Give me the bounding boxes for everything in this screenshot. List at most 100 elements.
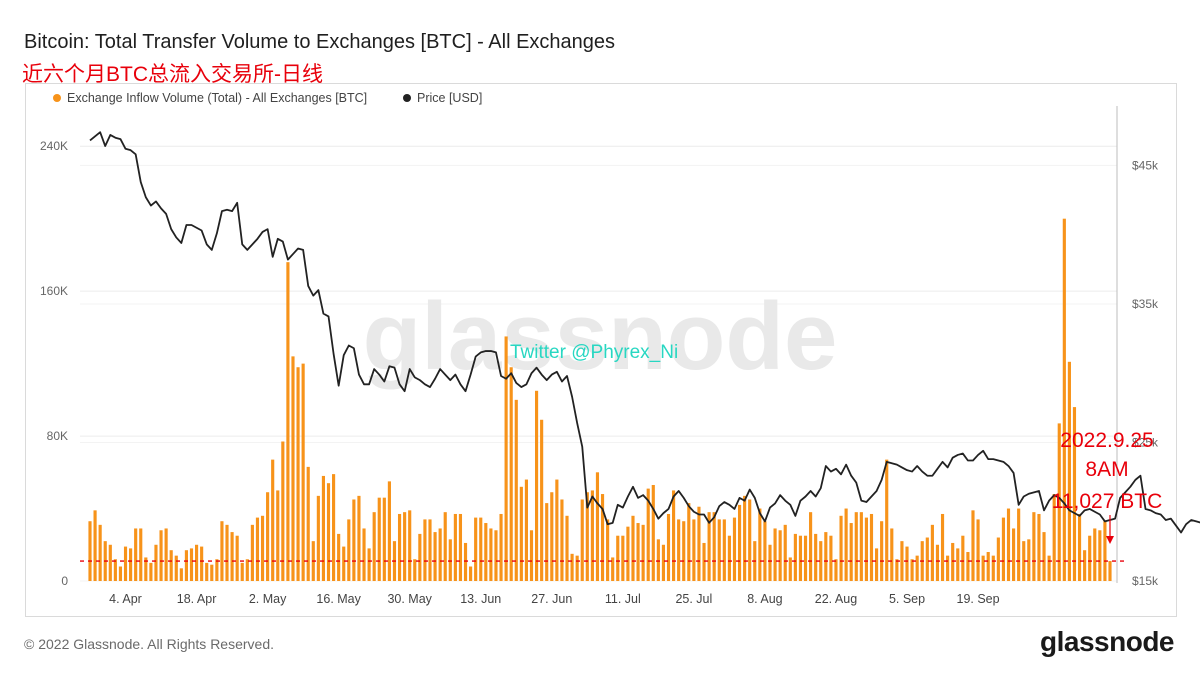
bar-inflow [900, 541, 904, 581]
bar-inflow [966, 552, 970, 581]
legend-item-price[interactable]: Price [USD] [403, 91, 482, 105]
bar-inflow [276, 490, 280, 581]
bar-inflow [545, 503, 549, 581]
bar-inflow [266, 492, 270, 581]
x-tick-label: 2. May [249, 592, 287, 606]
bar-inflow [692, 519, 696, 581]
bar-inflow [560, 499, 564, 581]
bar-inflow [712, 512, 716, 581]
bar-inflow [184, 550, 188, 581]
bar-inflow [859, 512, 863, 581]
bar-inflow [946, 555, 950, 581]
bar-inflow [748, 499, 752, 581]
brand-logo[interactable]: glassnode [1040, 626, 1174, 657]
watermark-text: glassnode [363, 283, 838, 390]
bar-inflow [347, 519, 351, 581]
bar-inflow [651, 484, 655, 581]
x-tick-label: 27. Jun [531, 592, 572, 606]
bar-inflow [377, 497, 381, 581]
bar-inflow [905, 546, 909, 581]
bar-inflow [940, 513, 945, 581]
chart-title: Bitcoin: Total Transfer Volume to Exchan… [24, 31, 616, 53]
x-tick-label: 5. Sep [889, 592, 925, 606]
bar-inflow [783, 524, 787, 581]
bar-inflow [895, 559, 899, 581]
bar-inflow [824, 532, 828, 581]
bar-inflow [677, 519, 681, 581]
bar-inflow [382, 497, 386, 581]
bar-inflow [428, 519, 432, 581]
bar-inflow [524, 479, 528, 581]
bar-inflow [499, 513, 503, 581]
legend-item-inflow[interactable]: Exchange Inflow Volume (Total) - All Exc… [53, 91, 367, 105]
bar-inflow [1017, 508, 1021, 581]
bar-inflow [342, 546, 346, 581]
bar-inflow [397, 513, 402, 581]
bar-inflow [768, 544, 772, 581]
bar-inflow [702, 542, 706, 581]
bar-inflow [819, 541, 823, 581]
bar-inflow [250, 524, 254, 581]
bar-inflow [1077, 513, 1082, 581]
bar-inflow [245, 559, 249, 581]
bar-inflow [763, 521, 767, 581]
bar-inflow [956, 548, 960, 581]
bar-inflow [849, 523, 853, 581]
bar-inflow [722, 519, 726, 581]
bar-inflow [113, 559, 117, 581]
bar-inflow [697, 506, 701, 581]
bar-inflow [925, 537, 929, 581]
bar-inflow [205, 562, 209, 581]
bar-inflow [885, 459, 889, 581]
bar-inflow [1108, 561, 1112, 581]
bar-inflow [514, 399, 518, 581]
bar-inflow [1093, 528, 1097, 581]
bar-inflow [1042, 532, 1046, 581]
y-right-tick-label: $35k [1132, 297, 1159, 311]
bar-inflow [139, 528, 143, 581]
bar-inflow [337, 533, 341, 581]
bar-inflow [606, 519, 610, 581]
annotation-value: 11,027 BTC [1052, 490, 1163, 513]
bar-inflow [1098, 530, 1102, 581]
bar-inflow [880, 521, 884, 581]
bar-inflow [316, 495, 320, 581]
bar-inflow [910, 559, 914, 581]
bar-inflow [773, 528, 777, 581]
bar-inflow [621, 535, 625, 581]
bar-inflow [210, 564, 214, 581]
bar-inflow [839, 515, 843, 581]
x-tick-label: 30. May [387, 592, 432, 606]
bar-inflow [352, 499, 356, 581]
bar-inflow [976, 519, 980, 581]
bar-inflow [890, 528, 894, 581]
annotation-twitter: Twitter @Phyrex_Ni [510, 342, 678, 363]
bar-inflow [108, 544, 112, 581]
bar-inflow [123, 546, 128, 581]
bar-inflow [306, 466, 310, 581]
bar-inflow [646, 488, 650, 581]
annotation-date: 2022.9.25 [1060, 429, 1153, 452]
legend-dot-price [403, 94, 411, 102]
bar-inflow [164, 528, 168, 581]
bar-inflow [484, 523, 488, 581]
bar-inflow [1012, 528, 1016, 581]
bar-inflow [479, 517, 483, 581]
y-left-tick-label: 160K [40, 284, 68, 298]
bar-inflow [996, 537, 1000, 581]
bar-inflow [1062, 218, 1066, 581]
bar-inflow [1067, 361, 1071, 581]
legend-label-price: Price [USD] [417, 91, 483, 105]
bar-inflow [433, 532, 437, 581]
bar-inflow [854, 512, 858, 581]
bar-inflow [448, 539, 452, 581]
bar-inflow [803, 535, 808, 581]
bar-inflow [271, 459, 275, 581]
bar-inflow [504, 336, 508, 581]
bar-inflow [321, 475, 326, 581]
bar-inflow [169, 550, 173, 581]
bar-inflow [915, 555, 919, 581]
bar-inflow [458, 513, 463, 581]
bar-inflow [991, 555, 995, 581]
bar-inflow [326, 483, 331, 581]
